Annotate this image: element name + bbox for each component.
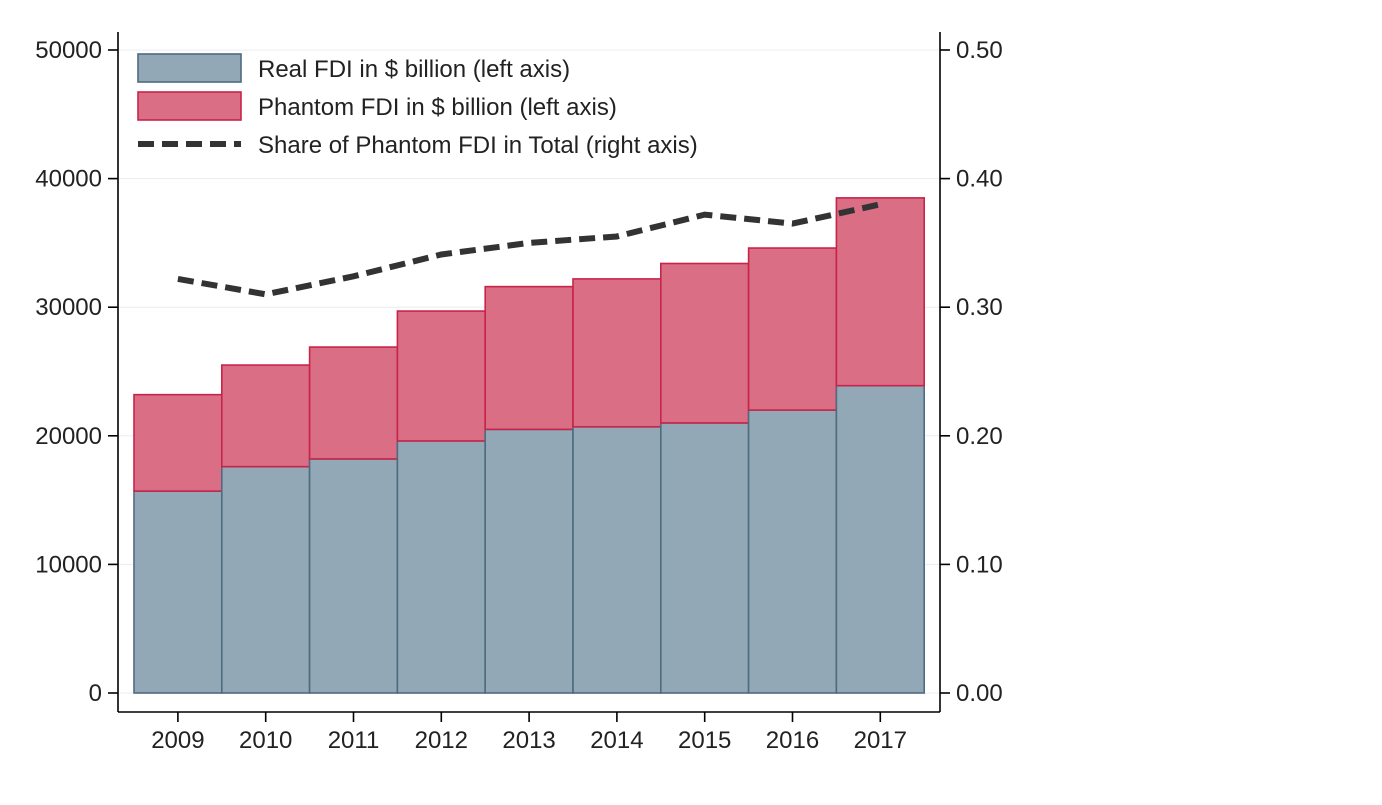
x-tick-label: 2017: [854, 727, 907, 754]
legend: Real FDI in $ billion (left axis) Phantom…: [138, 54, 698, 159]
real-fdi-bar: [397, 441, 485, 693]
left-tick-label: 10000: [35, 551, 102, 578]
right-tick-label: 0.00: [956, 680, 1003, 707]
right-tick-label: 0.20: [956, 423, 1003, 450]
left-tick-label: 20000: [35, 423, 102, 450]
x-tick-label: 2014: [590, 727, 643, 754]
x-tick-label: 2009: [151, 727, 204, 754]
x-tick-label: 2012: [415, 727, 468, 754]
right-tick-label: 0.40: [956, 166, 1003, 193]
real-fdi-bar: [310, 459, 398, 693]
phantom-fdi-bar: [397, 311, 485, 441]
phantom-fdi-bar: [573, 279, 661, 427]
legend-label: Real FDI in $ billion (left axis): [258, 56, 570, 83]
x-tick-label: 2011: [328, 727, 380, 754]
phantom-fdi-bar: [134, 395, 222, 491]
legend-swatch: [138, 92, 241, 120]
left-tick-label: 50000: [35, 37, 102, 64]
real-fdi-bar: [749, 410, 837, 693]
phantom-fdi-bar: [749, 248, 837, 410]
legend-swatch: [138, 54, 241, 82]
x-tick-label: 2015: [678, 727, 731, 754]
x-tick-label: 2013: [502, 727, 555, 754]
real-fdi-bar: [222, 467, 310, 693]
x-tick-label: 2010: [239, 727, 292, 754]
x-tick-label: 2016: [766, 727, 819, 754]
legend-label: Share of Phantom FDI in Total (right axi…: [258, 132, 698, 159]
phantom-fdi-bar: [310, 347, 398, 459]
left-tick-label: 40000: [35, 166, 102, 193]
right-tick-label: 0.10: [956, 551, 1003, 578]
bars-layer: [134, 198, 924, 693]
phantom-fdi-bar: [836, 198, 924, 386]
phantom-fdi-bar: [222, 365, 310, 467]
phantom-fdi-bar: [661, 263, 749, 422]
real-fdi-bar: [661, 423, 749, 693]
real-fdi-bar: [573, 427, 661, 693]
real-fdi-bar: [836, 386, 924, 693]
left-tick-label: 30000: [35, 294, 102, 321]
right-tick-label: 0.30: [956, 294, 1003, 321]
real-fdi-bar: [485, 429, 573, 693]
legend-label: Phantom FDI in $ billion (left axis): [258, 94, 617, 121]
phantom-fdi-bar: [485, 287, 573, 430]
right-tick-label: 0.50: [956, 37, 1003, 64]
left-tick-label: 0: [89, 680, 102, 707]
real-fdi-bar: [134, 491, 222, 693]
